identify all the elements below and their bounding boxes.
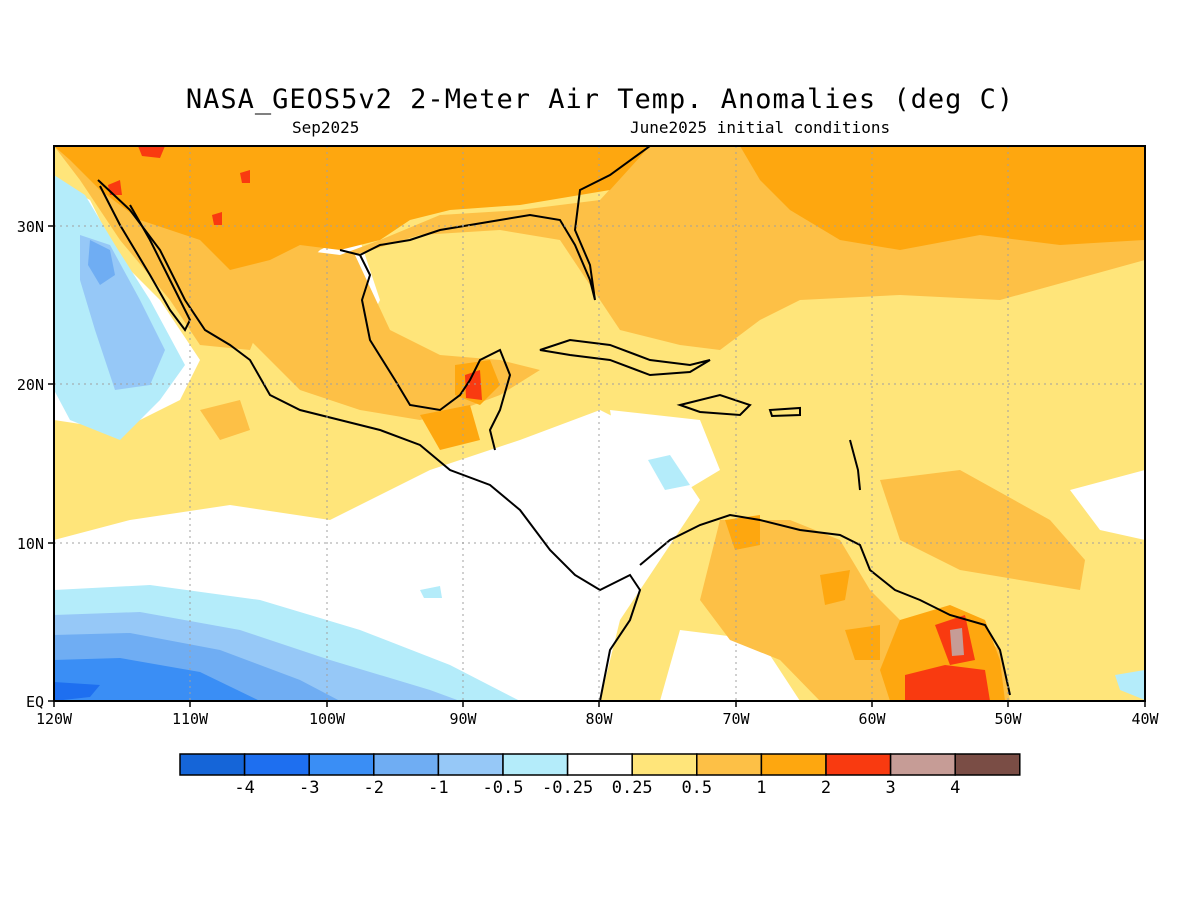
colorbar-label: 4 [950, 778, 960, 798]
map-title: NASA_GEOS5v2 2-Meter Air Temp. Anomalies… [185, 84, 1015, 115]
colorbar-label: 1 [756, 778, 766, 798]
anomaly-brown-guiana [950, 628, 964, 656]
anomaly-hot-sa-1 [725, 515, 760, 550]
lat-tick-marks [48, 225, 54, 702]
colorbar-label: -4 [234, 778, 254, 798]
lat-label-10n: 10N [17, 535, 44, 553]
lat-label-20n: 20N [17, 376, 44, 394]
anomaly-red-spot-1 [108, 180, 122, 195]
coast-west-mexico [97, 179, 642, 701]
anomaly-red-arizona [138, 146, 165, 158]
colorbar-label: -0.25 [542, 778, 593, 798]
lon-label-120w: 120W [36, 710, 73, 728]
colorbar: -4 -3 -2 -1 -0.5 -0.25 0.25 0.5 1 2 3 4 [179, 753, 1021, 798]
anomaly-hot-atlantic [740, 146, 1145, 250]
colorbar-label: -0.5 [483, 778, 524, 798]
lon-label-70w: 70W [722, 710, 750, 728]
anomaly-red-spot-2 [212, 212, 222, 225]
colorbar-swatches [179, 753, 1021, 776]
lon-label-50w: 50W [994, 710, 1022, 728]
lon-label-90w: 90W [449, 710, 477, 728]
colorbar-swatch [373, 753, 440, 776]
colorbar-swatch [696, 753, 763, 776]
map-plot-area [54, 146, 1145, 701]
lon-label-80w: 80W [585, 710, 613, 728]
anomaly-hot-sa-2 [820, 570, 850, 605]
coast-us-gulf [359, 146, 651, 301]
colorbar-label: 3 [885, 778, 895, 798]
colorbar-labels: -4 -3 -2 -1 -0.5 -0.25 0.25 0.5 1 2 3 4 [234, 778, 960, 798]
colorbar-swatch [825, 753, 892, 776]
coast-cuba [539, 338, 711, 377]
colorbar-swatch [760, 753, 827, 776]
lat-label-30n: 30N [17, 218, 44, 236]
coast-gulf-mexico [339, 249, 512, 451]
coast-puerto-rico [768, 406, 801, 418]
colorbar-swatch [308, 753, 375, 776]
anomaly-warm-pacific [200, 400, 250, 440]
anomaly-cold-tongue-4 [54, 658, 260, 701]
colorbar-label: 2 [821, 778, 831, 798]
lon-label-60w: 60W [858, 710, 886, 728]
anomaly-cold-patch-3 [1115, 670, 1145, 700]
anomaly-hot-sa-3 [845, 625, 880, 660]
anomaly-red-spot-3 [240, 170, 250, 183]
anomaly-cold-patch-2 [420, 586, 442, 598]
colorbar-swatch [243, 753, 310, 776]
lon-label-110w: 110W [172, 710, 209, 728]
lat-label-eq: EQ [26, 693, 44, 711]
anomaly-neutral-caribbean [610, 410, 720, 500]
colorbar-swatch [502, 753, 569, 776]
anomaly-blue-baja-core [88, 240, 115, 285]
colorbar-label: 0.5 [681, 778, 712, 798]
colorbar-label: -2 [364, 778, 384, 798]
anomaly-hot-guatemala [420, 405, 480, 450]
anomaly-red-yucatan [465, 370, 482, 400]
anomaly-warm-atlantic-mid [880, 470, 1085, 590]
colorbar-swatch [954, 753, 1021, 776]
colorbar-swatch [566, 753, 633, 776]
coast-baja [99, 185, 192, 332]
anomaly-cold-caribbean [648, 455, 690, 490]
coast-hispaniola [676, 393, 752, 417]
lon-label-100w: 100W [309, 710, 346, 728]
colorbar-swatch [889, 753, 956, 776]
colorbar-label: -3 [299, 778, 319, 798]
anomaly-cold-tongue-5 [54, 682, 100, 701]
anomaly-neutral-atlantic [1070, 470, 1145, 540]
colorbar-label: 0.25 [612, 778, 653, 798]
colorbar-label: -1 [428, 778, 448, 798]
forecast-month: Sep2025 [292, 118, 360, 137]
lon-label-40w: 40W [1131, 710, 1159, 728]
anomaly-red-guiana [905, 665, 990, 701]
graticule [54, 146, 1145, 701]
anomaly-hot-us [54, 146, 650, 270]
colorbar-swatch [437, 753, 504, 776]
colorbar-swatch [179, 753, 246, 776]
coast-caribbean-islands [849, 439, 861, 491]
coastlines [97, 146, 1011, 701]
coast-south-america [639, 513, 1011, 696]
colorbar-swatch [631, 753, 698, 776]
initial-conditions: June2025 initial conditions [630, 118, 891, 137]
lon-tick-marks [53, 701, 1146, 707]
